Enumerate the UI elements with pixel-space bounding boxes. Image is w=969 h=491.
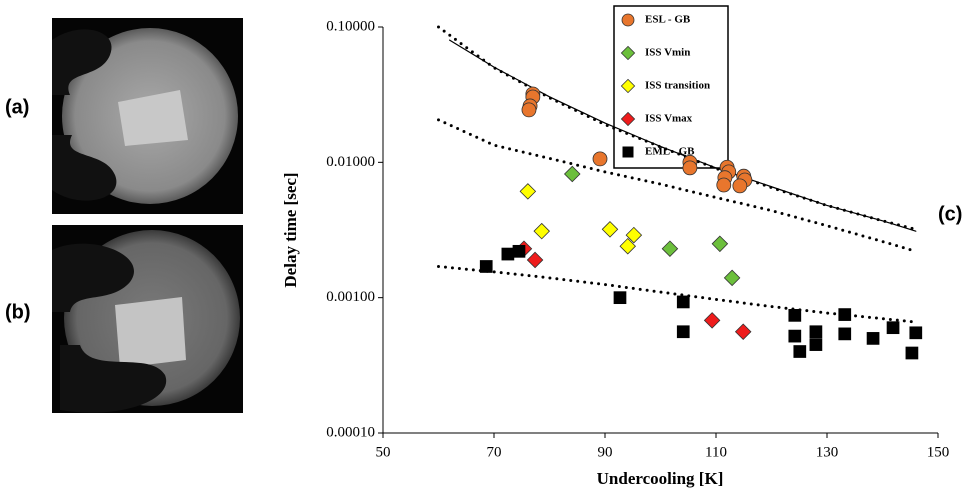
point: [625, 226, 643, 244]
point: [661, 240, 679, 257]
point: [601, 221, 619, 238]
panel-label: (b): [5, 301, 31, 323]
point: [533, 222, 550, 240]
point: [563, 165, 581, 183]
legend-marker: [620, 78, 636, 94]
panel-label: (c): [938, 203, 962, 225]
x-tick-label: 110: [705, 444, 727, 460]
point: [788, 309, 802, 322]
x-tick-label: 130: [816, 444, 839, 460]
point: [501, 247, 515, 261]
legend-marker: [622, 146, 634, 158]
y-tick-label: 0.00100: [326, 289, 375, 305]
y-tick-label: 0.01000: [326, 154, 375, 170]
point: [732, 178, 748, 194]
legend-marker: [620, 45, 636, 61]
panel-label: (a): [5, 96, 29, 118]
point: [734, 323, 752, 341]
point: [905, 346, 919, 360]
x-tick-label: 90: [598, 444, 613, 460]
image-b: [52, 225, 243, 413]
point: [809, 338, 823, 351]
point: [716, 177, 732, 193]
point: [788, 329, 802, 343]
x-tick-label: 150: [927, 444, 950, 460]
point: [809, 325, 823, 339]
point: [711, 235, 729, 253]
point: [479, 260, 493, 273]
legend-label: ESL - GB: [645, 14, 691, 26]
legend-label: ISS Vmin: [645, 47, 690, 59]
point: [519, 183, 537, 200]
point: [886, 321, 900, 335]
point: [526, 251, 544, 269]
y-axis-title: Delay time [sec]: [281, 172, 300, 287]
legend-marker: [621, 13, 635, 27]
x-tick-label: 70: [487, 444, 502, 460]
point: [703, 312, 721, 329]
legend-marker: [620, 111, 636, 127]
image-a: [52, 18, 243, 214]
point: [619, 237, 637, 255]
y-tick-label: 0.10000: [326, 18, 375, 34]
point: [793, 345, 807, 358]
x-tick-label: 50: [376, 444, 391, 460]
point: [676, 295, 690, 309]
fit-curve: [437, 118, 918, 253]
point: [592, 151, 608, 167]
point: [723, 269, 741, 287]
point: [613, 291, 627, 305]
point: [909, 326, 923, 340]
point: [682, 160, 698, 176]
point: [838, 327, 852, 341]
point: [838, 308, 852, 321]
legend-label: ISS Vmax: [645, 113, 693, 125]
point: [521, 102, 537, 118]
x-axis-title: Undercooling [K]: [597, 469, 724, 488]
point: [866, 332, 880, 345]
point: [676, 325, 690, 339]
y-tick-label: 0.00010: [326, 424, 375, 440]
point: [512, 244, 526, 258]
legend-label: ISS transition: [645, 80, 710, 92]
